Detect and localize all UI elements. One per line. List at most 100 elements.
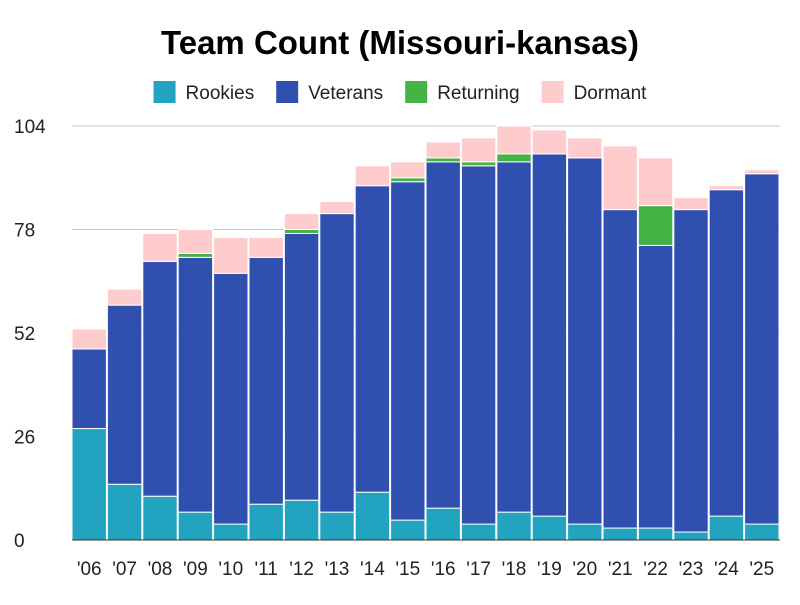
bar-segment-rookies xyxy=(744,523,780,541)
bar-segment-veterans xyxy=(213,272,249,525)
bar-segment-dormant xyxy=(71,328,107,350)
bar-segment-rookies xyxy=(531,515,568,541)
y-tick-label: 78 xyxy=(14,221,35,242)
bar-segment-dormant xyxy=(390,161,426,179)
bar-segment-veterans xyxy=(531,153,568,517)
bar-segment-veterans xyxy=(425,161,461,509)
bar-segment-dormant xyxy=(177,229,214,254)
bar-segment-rookies xyxy=(390,519,426,541)
bar-segment-returning xyxy=(637,205,674,246)
bar-segment-returning xyxy=(460,161,497,167)
bar-segment-veterans xyxy=(744,173,780,525)
bar-segment-veterans xyxy=(637,244,674,529)
bar-segment-veterans xyxy=(673,209,709,533)
bar-segment-dormant xyxy=(460,137,497,163)
y-tick-label: 104 xyxy=(14,117,46,138)
bar-segment-rookies xyxy=(71,428,107,541)
x-tick-label: '19 xyxy=(537,559,562,580)
bar-segment-rookies xyxy=(248,503,284,541)
bar-segment-rookies xyxy=(708,515,745,541)
legend-swatch xyxy=(153,81,176,103)
bar-segment-veterans xyxy=(496,161,532,513)
bar-segment-veterans xyxy=(460,165,497,525)
bar-segment-dormant xyxy=(567,137,603,159)
x-tick-label: '17 xyxy=(466,559,491,580)
bar-segment-rookies xyxy=(283,499,320,541)
bar-segment-returning xyxy=(177,252,214,258)
bar-segment-dormant xyxy=(425,141,461,159)
legend-label: Returning xyxy=(437,83,519,104)
legend-item-dormant: Dormant xyxy=(541,81,648,104)
x-tick-label: '10 xyxy=(218,559,243,580)
bar-segment-rookies xyxy=(425,507,461,541)
bar-segment-dormant xyxy=(496,125,532,155)
bar-segment-dormant xyxy=(708,185,745,191)
bar-segment-rookies xyxy=(602,527,638,541)
bar-segment-dormant xyxy=(248,236,284,258)
bar-segment-veterans xyxy=(248,256,284,505)
bar-segment-returning xyxy=(283,229,320,234)
x-tick-label: '24 xyxy=(714,559,739,580)
legend-item-veterans: Veterans xyxy=(276,81,383,104)
bar-segment-dormant xyxy=(531,129,568,155)
bars xyxy=(71,125,780,541)
x-tick-label: '20 xyxy=(572,559,597,580)
bar-segment-dormant xyxy=(744,169,780,175)
bar-segment-veterans xyxy=(354,185,391,493)
x-tick-label: '15 xyxy=(395,559,420,580)
x-tick-label: '13 xyxy=(325,559,350,580)
bar-segment-dormant xyxy=(213,236,249,274)
bar-segment-dormant xyxy=(637,157,674,207)
bar-segment-rookies xyxy=(637,527,674,541)
legend: Rookies Veterans Returning Dormant xyxy=(153,81,648,104)
bar-segment-veterans xyxy=(142,260,178,497)
bar-segment-rookies xyxy=(319,511,355,541)
bar-segment-rookies xyxy=(354,491,391,541)
bar-segment-returning xyxy=(496,153,532,163)
x-tick-label: '06 xyxy=(77,559,102,580)
bar-segment-veterans xyxy=(106,304,143,485)
x-tick-label: '25 xyxy=(749,559,774,580)
bar-segment-rookies xyxy=(142,495,178,541)
bar-segment-rookies xyxy=(496,511,532,541)
y-tick-label: 26 xyxy=(14,428,35,449)
bar-segment-rookies xyxy=(460,523,497,541)
chart-title: Team Count (Missouri-kansas) xyxy=(161,24,639,61)
bar-segment-rookies xyxy=(213,523,249,541)
x-tick-label: '11 xyxy=(255,559,278,580)
bar-segment-veterans xyxy=(177,256,214,513)
bar-segment-dormant xyxy=(673,197,709,211)
bar-segment-veterans xyxy=(602,209,638,529)
x-tick-label: '16 xyxy=(431,559,456,580)
bar-segment-rookies xyxy=(177,511,214,541)
x-tick-label: '14 xyxy=(360,559,385,580)
y-tick-label: 0 xyxy=(14,531,25,552)
x-tick-label: '08 xyxy=(148,559,173,580)
legend-swatch xyxy=(405,81,428,103)
legend-item-returning: Returning xyxy=(405,81,520,104)
bar-segment-dormant xyxy=(106,288,143,306)
x-axis-ticks: '06 '07 '08 '09 '10 '11 '12 '13 '14 '15 '16 '17 '18 '… xyxy=(77,559,774,580)
bar-segment-veterans xyxy=(71,348,107,430)
bar-segment-veterans xyxy=(283,232,320,501)
x-tick-label: '18 xyxy=(502,559,527,580)
bar-segment-dormant xyxy=(142,232,178,262)
bar-segment-veterans xyxy=(708,189,745,517)
x-tick-label: '23 xyxy=(679,559,704,580)
x-tick-label: '07 xyxy=(112,559,137,580)
bar-segment-veterans xyxy=(567,157,603,525)
legend-item-rookies: Rookies xyxy=(153,81,254,104)
bar-segment-dormant xyxy=(283,213,320,231)
bar-segment-returning xyxy=(390,177,426,183)
bar-segment-returning xyxy=(425,157,461,163)
x-tick-label: '22 xyxy=(643,559,668,580)
x-tick-label: '21 xyxy=(608,559,633,580)
y-tick-label: 52 xyxy=(14,324,35,345)
bar-segment-rookies xyxy=(106,483,143,541)
legend-swatch xyxy=(541,81,564,103)
legend-label: Veterans xyxy=(308,83,383,104)
bar-segment-rookies xyxy=(673,531,709,541)
bar-segment-veterans xyxy=(319,213,355,513)
legend-swatch xyxy=(276,81,299,103)
legend-label: Dormant xyxy=(574,83,648,104)
